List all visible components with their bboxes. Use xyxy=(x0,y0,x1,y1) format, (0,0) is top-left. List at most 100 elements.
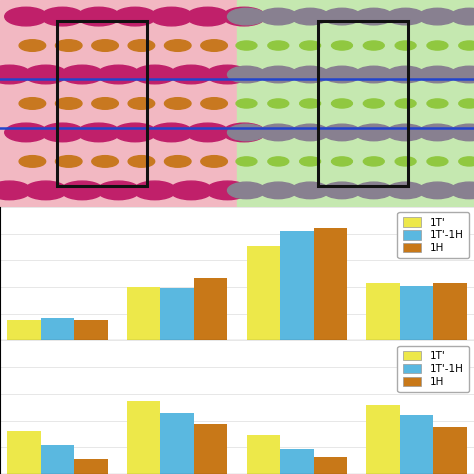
Circle shape xyxy=(291,66,329,83)
Circle shape xyxy=(300,99,320,108)
Bar xyxy=(127,401,160,474)
Circle shape xyxy=(387,182,425,199)
Circle shape xyxy=(268,99,289,108)
Circle shape xyxy=(206,65,249,84)
Circle shape xyxy=(236,41,257,50)
Circle shape xyxy=(300,157,320,166)
Circle shape xyxy=(331,157,352,166)
Bar xyxy=(7,320,41,474)
Circle shape xyxy=(97,65,140,84)
Circle shape xyxy=(128,40,155,51)
Bar xyxy=(400,415,433,474)
Circle shape xyxy=(450,182,474,199)
Circle shape xyxy=(5,123,47,142)
Circle shape xyxy=(19,155,46,167)
Circle shape xyxy=(291,8,329,25)
Bar xyxy=(0,0,237,207)
Bar xyxy=(41,445,74,474)
Bar xyxy=(314,228,347,474)
Circle shape xyxy=(450,124,474,141)
Circle shape xyxy=(114,123,156,142)
Circle shape xyxy=(25,65,67,84)
Circle shape xyxy=(387,124,425,141)
Circle shape xyxy=(459,41,474,50)
Bar xyxy=(74,459,108,474)
Circle shape xyxy=(228,182,265,199)
Bar xyxy=(237,0,474,207)
Circle shape xyxy=(355,182,393,199)
Bar xyxy=(74,320,108,474)
Circle shape xyxy=(259,182,297,199)
Circle shape xyxy=(19,98,46,109)
Circle shape xyxy=(97,181,140,200)
Circle shape xyxy=(364,41,384,50)
Circle shape xyxy=(236,157,257,166)
Circle shape xyxy=(268,41,289,50)
Circle shape xyxy=(291,182,329,199)
Circle shape xyxy=(150,123,193,142)
Circle shape xyxy=(92,98,118,109)
Circle shape xyxy=(228,66,265,83)
Circle shape xyxy=(427,99,448,108)
Circle shape xyxy=(364,99,384,108)
Circle shape xyxy=(259,8,297,25)
Bar xyxy=(41,318,74,474)
Circle shape xyxy=(395,99,416,108)
Bar xyxy=(246,246,280,474)
Circle shape xyxy=(201,98,228,109)
Circle shape xyxy=(128,98,155,109)
Circle shape xyxy=(355,8,393,25)
Circle shape xyxy=(170,65,212,84)
Circle shape xyxy=(355,124,393,141)
Circle shape xyxy=(268,157,289,166)
Circle shape xyxy=(25,181,67,200)
Circle shape xyxy=(128,155,155,167)
Circle shape xyxy=(291,124,329,141)
Circle shape xyxy=(323,8,361,25)
Circle shape xyxy=(323,182,361,199)
Circle shape xyxy=(419,8,456,25)
Bar xyxy=(246,435,280,474)
Bar xyxy=(194,424,228,474)
Bar xyxy=(366,405,400,474)
Circle shape xyxy=(223,7,265,26)
Circle shape xyxy=(228,8,265,25)
Circle shape xyxy=(300,41,320,50)
Circle shape xyxy=(77,123,120,142)
Bar xyxy=(314,457,347,474)
Circle shape xyxy=(206,181,249,200)
Circle shape xyxy=(419,66,456,83)
Circle shape xyxy=(55,98,82,109)
Circle shape xyxy=(77,7,120,26)
Circle shape xyxy=(114,7,156,26)
Bar xyxy=(366,283,400,474)
Bar xyxy=(127,287,160,474)
Bar xyxy=(160,413,194,474)
Bar xyxy=(318,21,408,186)
Circle shape xyxy=(259,66,297,83)
Bar xyxy=(57,21,147,186)
Circle shape xyxy=(331,99,352,108)
Circle shape xyxy=(364,157,384,166)
Circle shape xyxy=(201,155,228,167)
Circle shape xyxy=(92,155,118,167)
Circle shape xyxy=(259,124,297,141)
Circle shape xyxy=(186,123,229,142)
Circle shape xyxy=(459,99,474,108)
Bar xyxy=(280,231,314,474)
Circle shape xyxy=(323,66,361,83)
Circle shape xyxy=(387,8,425,25)
Legend: 1T', 1T'-1H, 1H: 1T', 1T'-1H, 1H xyxy=(397,212,469,258)
Circle shape xyxy=(41,123,84,142)
Circle shape xyxy=(164,98,191,109)
Circle shape xyxy=(395,157,416,166)
Bar xyxy=(433,427,467,474)
Circle shape xyxy=(387,66,425,83)
Circle shape xyxy=(170,181,212,200)
Circle shape xyxy=(459,157,474,166)
Circle shape xyxy=(92,40,118,51)
Bar xyxy=(433,283,467,474)
Circle shape xyxy=(61,65,103,84)
Circle shape xyxy=(331,41,352,50)
Circle shape xyxy=(19,40,46,51)
